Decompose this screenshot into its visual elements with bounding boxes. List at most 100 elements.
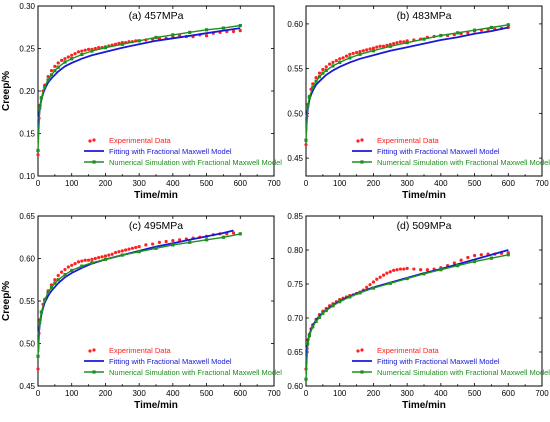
chart-panel-0: 0 100 200 300 400 500 600 700 0.10 0.15 0.20 0.25 0.… — [1, 2, 282, 201]
data-point — [348, 52, 352, 56]
data-point — [378, 275, 382, 279]
x-axis-title: Time/min — [402, 190, 446, 201]
series-marker — [405, 41, 409, 45]
x-tick-label: 300 — [400, 389, 414, 398]
x-tick-label: 0 — [36, 389, 41, 398]
x-tick-label: 300 — [132, 389, 146, 398]
series-marker — [103, 46, 108, 50]
y-axis-title: Creep/% — [1, 71, 12, 111]
legend-marker — [360, 160, 364, 164]
y-tick-label: 0.50 — [19, 340, 35, 349]
data-point — [36, 367, 40, 371]
data-point — [178, 238, 182, 242]
y-axis-title: Creep/% — [1, 281, 12, 321]
x-tick-label: 500 — [200, 179, 214, 188]
series-marker — [137, 39, 141, 43]
x-tick-label: 100 — [65, 389, 79, 398]
series-marker — [90, 261, 94, 265]
data-point — [479, 253, 483, 257]
legend-label: Fitting with Fractional Maxwell Model — [377, 357, 500, 366]
x-tick-label: 500 — [468, 179, 482, 188]
series-marker — [36, 148, 40, 153]
data-point — [164, 239, 168, 244]
series-marker — [154, 35, 158, 40]
data-point — [53, 278, 57, 282]
series-marker — [43, 298, 47, 302]
data-point — [354, 50, 359, 55]
data-point — [117, 250, 121, 254]
data-point — [472, 253, 477, 258]
series-marker — [306, 342, 310, 346]
x-tick-label: 700 — [267, 179, 281, 188]
series-2 — [36, 23, 242, 153]
data-point — [80, 259, 84, 263]
y-tick-label: 0.25 — [19, 45, 35, 54]
panel-title: (c) 495MPa — [129, 220, 183, 232]
y-tick-label: 0.30 — [19, 2, 35, 11]
series-marker — [171, 33, 175, 37]
x-tick-label: 500 — [468, 389, 482, 398]
data-point — [36, 153, 40, 157]
series-marker — [304, 138, 308, 142]
x-axis-title: Time/min — [402, 400, 446, 411]
data-point — [60, 58, 64, 63]
series-marker — [154, 246, 158, 250]
series-marker — [70, 57, 74, 61]
y-tick-label: 0.65 — [19, 212, 35, 221]
data-point — [381, 44, 386, 48]
series-marker — [324, 308, 328, 313]
data-point — [338, 57, 342, 61]
data-point — [334, 58, 338, 63]
series-marker — [307, 334, 311, 338]
data-point — [419, 268, 423, 272]
series-marker — [489, 256, 494, 260]
series-marker — [238, 232, 242, 236]
data-point — [66, 265, 70, 269]
data-point — [328, 62, 332, 66]
x-tick-label: 200 — [99, 389, 113, 398]
data-point — [371, 46, 376, 50]
series-marker — [204, 238, 209, 242]
series-marker — [137, 250, 141, 254]
data-point — [452, 261, 456, 265]
y-tick-label: 0.50 — [287, 109, 303, 118]
data-point — [304, 143, 308, 147]
x-tick-label: 400 — [166, 179, 180, 188]
series-marker — [70, 268, 74, 272]
data-point — [76, 50, 81, 54]
data-point — [46, 74, 50, 79]
series-marker — [331, 304, 335, 308]
legend: Experimental Data Fitting with Fractional… — [352, 136, 550, 167]
series-marker — [46, 78, 50, 82]
data-point — [365, 285, 369, 289]
y-tick-label: 0.60 — [287, 382, 303, 391]
data-point — [63, 267, 67, 272]
data-point — [398, 40, 402, 44]
data-point — [127, 247, 131, 251]
series-2 — [304, 23, 510, 142]
data-point — [171, 239, 175, 243]
series-marker — [489, 25, 494, 30]
data-point — [73, 262, 77, 266]
data-point — [425, 268, 429, 272]
series-marker — [317, 75, 322, 79]
data-point — [204, 34, 209, 38]
chart-panel-3: 0 100 200 300 400 500 600 700 0.60 0.65 0.70 0.75 0.… — [287, 212, 550, 411]
series-marker — [338, 60, 342, 64]
data-point — [66, 55, 70, 59]
data-point — [375, 277, 379, 281]
series-marker — [456, 31, 460, 35]
data-point — [93, 256, 97, 261]
data-point — [124, 248, 128, 252]
data-point — [368, 283, 372, 287]
series-marker — [338, 300, 342, 304]
x-tick-label: 0 — [304, 389, 309, 398]
legend: Experimental Data Fitting with Fractional… — [352, 346, 550, 377]
legend-marker — [92, 138, 96, 142]
legend-label: Experimental Data — [377, 346, 440, 355]
data-point — [56, 273, 60, 278]
data-point — [331, 60, 335, 64]
x-tick-label: 200 — [367, 389, 381, 398]
legend-marker — [92, 160, 96, 164]
data-point — [375, 45, 379, 49]
